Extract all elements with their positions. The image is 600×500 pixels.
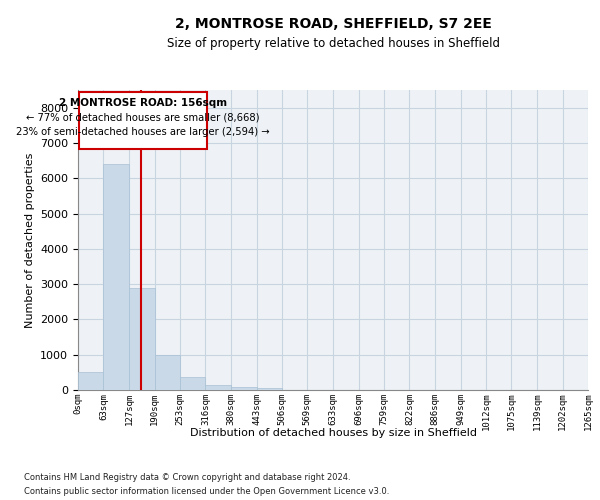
Bar: [129, 288, 155, 390]
Bar: [231, 387, 257, 390]
Text: Size of property relative to detached houses in Sheffield: Size of property relative to detached ho…: [167, 38, 500, 51]
Text: 2, MONTROSE ROAD, SHEFFIELD, S7 2EE: 2, MONTROSE ROAD, SHEFFIELD, S7 2EE: [175, 18, 491, 32]
Text: Contains public sector information licensed under the Open Government Licence v3: Contains public sector information licen…: [24, 488, 389, 496]
Bar: [205, 384, 231, 390]
Bar: [103, 164, 129, 390]
Text: 2 MONTROSE ROAD: 156sqm: 2 MONTROSE ROAD: 156sqm: [59, 98, 227, 108]
Bar: [78, 372, 103, 390]
Text: Contains HM Land Registry data © Crown copyright and database right 2024.: Contains HM Land Registry data © Crown c…: [24, 472, 350, 482]
FancyBboxPatch shape: [79, 92, 207, 150]
Text: 23% of semi-detached houses are larger (2,594) →: 23% of semi-detached houses are larger (…: [16, 127, 270, 137]
Bar: [180, 376, 205, 390]
Text: Distribution of detached houses by size in Sheffield: Distribution of detached houses by size …: [190, 428, 476, 438]
Text: ← 77% of detached houses are smaller (8,668): ← 77% of detached houses are smaller (8,…: [26, 113, 260, 123]
Bar: [257, 388, 282, 390]
Bar: [155, 354, 180, 390]
Y-axis label: Number of detached properties: Number of detached properties: [25, 152, 35, 328]
